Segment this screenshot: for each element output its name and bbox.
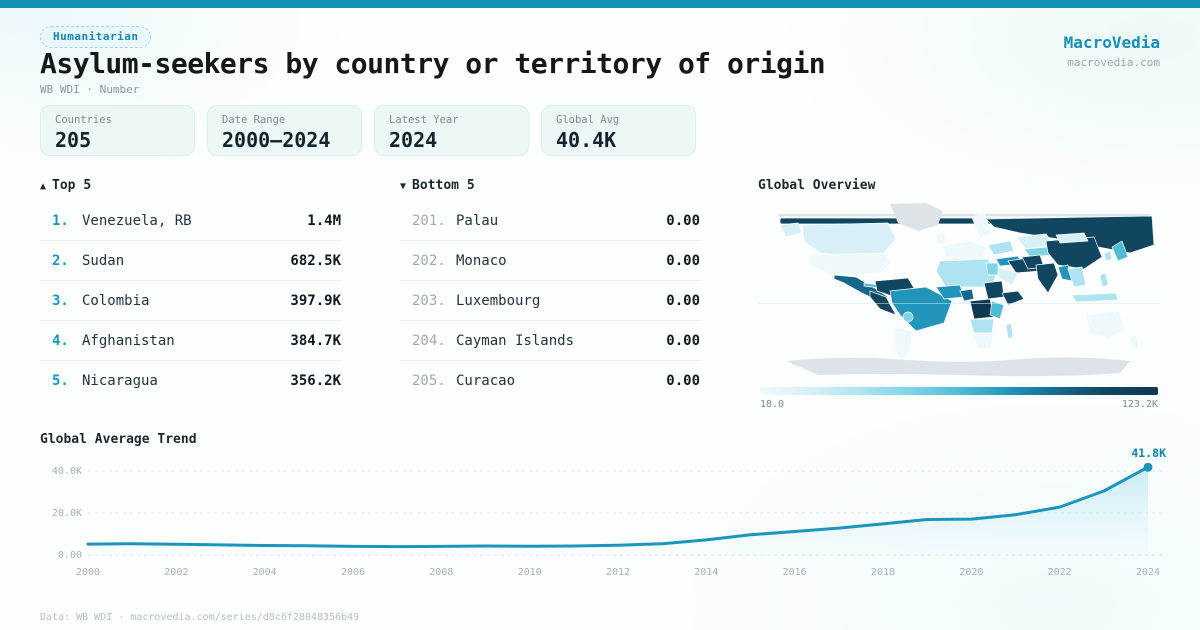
list-item: 202. Monaco 0.00 <box>400 241 700 281</box>
country-name: Curacao <box>456 373 516 389</box>
color-scale-bar <box>760 387 1158 395</box>
country-name: Luxembourg <box>456 292 541 309</box>
top-accent-bar <box>0 0 1200 8</box>
endpoint-value-label: 41.8K <box>1131 446 1166 460</box>
world-choropleth-map <box>758 203 1160 377</box>
country-value: 384.7K <box>290 332 341 349</box>
country-value: 0.00 <box>666 332 700 349</box>
stat-card-countries: Countries 205 <box>40 105 195 156</box>
map-title: Global Overview <box>758 178 876 193</box>
rank: 202. <box>412 252 446 269</box>
stat-card-latest-year: Latest Year 2024 <box>374 105 529 156</box>
country-value: 0.00 <box>666 292 700 309</box>
rank: 205. <box>412 373 446 389</box>
country-value: 397.9K <box>290 292 341 309</box>
rank: 3. <box>52 292 69 309</box>
stat-value: 2000—2024 <box>222 128 331 152</box>
list-item: 201. Palau 0.00 <box>400 201 700 241</box>
list-item: 5. Nicaragua 356.2K <box>40 361 341 401</box>
list-item: 4. Afghanistan 384.7K <box>40 321 341 361</box>
trend-axis-labels: 0.00 20.0K 40.0K 2000 2002 2004 2006 2008 2010 20… <box>52 466 1160 578</box>
svg-text:2012: 2012 <box>606 567 630 578</box>
top5-header: ▲ Top 5 <box>40 178 341 201</box>
country-name: Nicaragua <box>82 373 158 389</box>
stat-label: Countries <box>55 114 112 126</box>
stat-label: Date Range <box>222 114 286 126</box>
stat-value: 2024 <box>389 128 438 152</box>
country-value: 356.2K <box>290 373 341 389</box>
rank: 204. <box>412 332 446 349</box>
equator-line <box>758 303 1160 304</box>
svg-text:2002: 2002 <box>164 567 188 578</box>
stat-card-global-avg: Global Avg 40.4K <box>541 105 696 156</box>
list-item: 2. Sudan 682.5K <box>40 241 341 281</box>
scale-max-label: 123.2K <box>1121 399 1158 410</box>
country-value: 0.00 <box>666 212 700 229</box>
rank: 1. <box>52 212 69 229</box>
svg-text:2018: 2018 <box>871 567 895 578</box>
brand-block: MacroVedia macrovedia.com <box>1064 33 1160 69</box>
rank: 4. <box>52 332 69 349</box>
country-value: 0.00 <box>666 373 700 389</box>
country-name: Venezuela, RB <box>82 212 192 229</box>
triangle-down-icon: ▼ <box>400 181 407 192</box>
svg-text:2016: 2016 <box>783 567 807 578</box>
svg-text:2004: 2004 <box>253 567 277 578</box>
svg-text:2010: 2010 <box>518 567 542 578</box>
footer-attribution: Data: WB WDI · macrovedia.com/series/d8c… <box>40 612 360 623</box>
list-item: 1. Venezuela, RB 1.4M <box>40 201 341 241</box>
svg-text:40.0K: 40.0K <box>52 466 82 477</box>
svg-text:2020: 2020 <box>959 567 983 578</box>
bottom5-list: ▼ Bottom 5 201. Palau 0.00 202. Monaco 0.… <box>400 178 700 401</box>
svg-text:2022: 2022 <box>1048 567 1072 578</box>
country-name: Palau <box>456 212 499 229</box>
triangle-up-icon: ▲ <box>40 181 47 192</box>
country-name: Afghanistan <box>82 332 175 349</box>
source-subtitle: WB WDI · Number <box>40 83 140 96</box>
bottom5-header-label: Bottom 5 <box>412 178 475 193</box>
list-item: 204. Cayman Islands 0.00 <box>400 321 700 361</box>
rank: 5. <box>52 373 69 389</box>
svg-text:2006: 2006 <box>341 567 365 578</box>
stat-label: Global Avg <box>556 114 620 126</box>
list-item: 205. Curacao 0.00 <box>400 361 700 401</box>
category-badge: Humanitarian <box>40 26 152 48</box>
list-item: 3. Colombia 397.9K <box>40 281 341 321</box>
page-title: Asylum-seekers by country or territory o… <box>40 47 826 80</box>
svg-text:2000: 2000 <box>76 567 100 578</box>
country-value: 1.4M <box>307 212 341 229</box>
rank: 203. <box>412 292 446 309</box>
trend-series: 41.8K <box>86 446 1166 555</box>
svg-text:2024: 2024 <box>1136 567 1160 578</box>
stat-cards: Countries 205 Date Range 2000—2024 Lates… <box>40 105 696 156</box>
top5-list: ▲ Top 5 1. Venezuela, RB 1.4M 2. Sudan 68… <box>40 178 341 401</box>
brand-domain: macrovedia.com <box>1067 56 1160 69</box>
country-value: 0.00 <box>666 252 700 269</box>
country-name: Monaco <box>456 252 507 269</box>
brand-name: MacroVedia <box>1063 33 1160 52</box>
stat-value: 205 <box>55 128 92 152</box>
rank: 201. <box>412 212 446 229</box>
country-name: Sudan <box>82 252 125 269</box>
country-name: Cayman Islands <box>456 332 575 349</box>
bottom5-header: ▼ Bottom 5 <box>400 178 700 201</box>
svg-text:2008: 2008 <box>429 567 453 578</box>
rank: 2. <box>52 252 69 269</box>
svg-text:20.0K: 20.0K <box>52 508 82 519</box>
global-overview-section: Global Overview <box>758 178 1160 410</box>
stat-value: 40.4K <box>556 128 617 152</box>
list-item: 203. Luxembourg 0.00 <box>400 281 700 321</box>
country-value: 682.5K <box>290 252 341 269</box>
color-scale-labels: 18.0 123.2K <box>760 399 1158 410</box>
stat-card-date-range: Date Range 2000—2024 <box>207 105 362 156</box>
country-name: Colombia <box>82 292 150 309</box>
trend-title: Global Average Trend <box>40 432 197 447</box>
trend-chart-svg: 41.8K 0.00 20.0K 40.0K 2000 2002 2004 2006 2008… <box>52 446 1166 578</box>
top5-header-label: Top 5 <box>52 178 92 193</box>
scale-min-label: 18.0 <box>760 399 785 410</box>
svg-text:0.00: 0.00 <box>58 550 82 561</box>
svg-text:2014: 2014 <box>694 567 718 578</box>
stat-label: Latest Year <box>389 114 459 126</box>
